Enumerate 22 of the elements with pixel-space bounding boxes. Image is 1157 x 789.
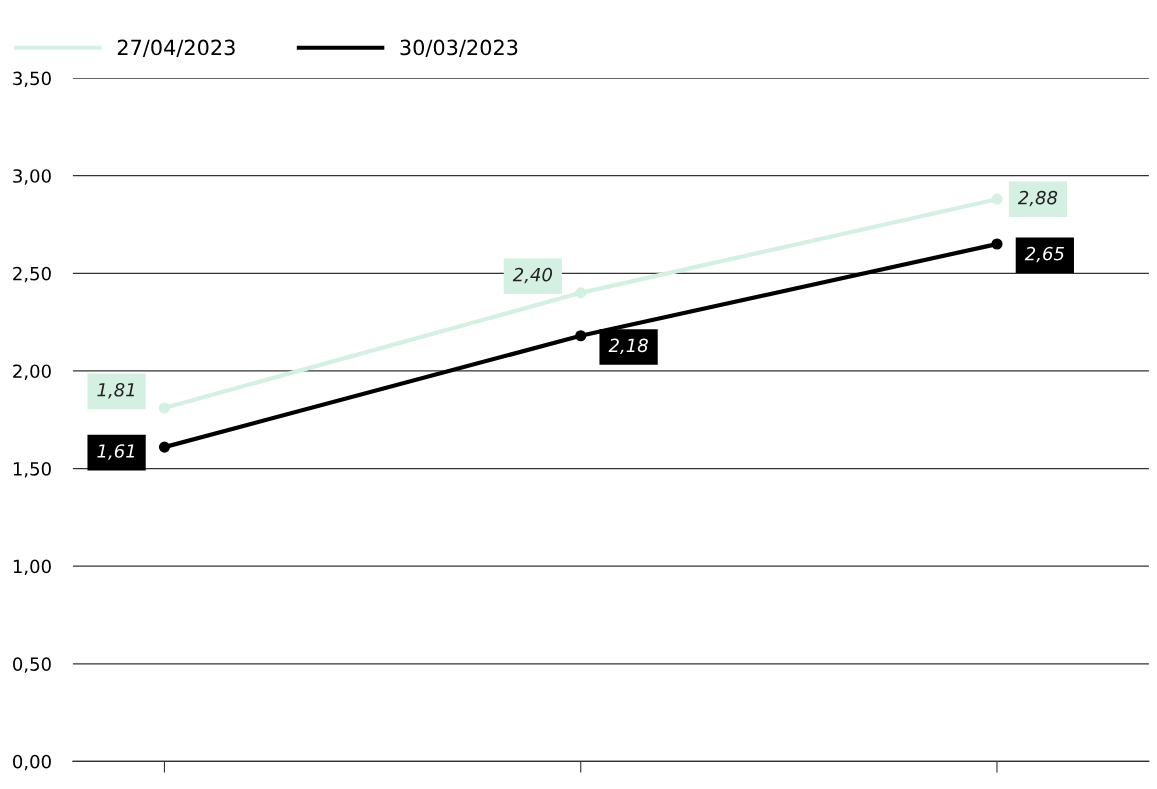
point bbox=[991, 238, 1003, 250]
y-tick-label: 1,50 bbox=[13, 462, 51, 478]
y-tick-label: 0,00 bbox=[13, 754, 51, 771]
point bbox=[158, 402, 171, 414]
y-tick-label: 3,50 bbox=[13, 71, 51, 88]
point bbox=[158, 441, 171, 453]
point bbox=[575, 330, 587, 342]
data-label: 1,61 bbox=[97, 444, 134, 460]
y-tick-label: 3,00 bbox=[13, 169, 51, 185]
y-tick-label: 2,50 bbox=[13, 266, 51, 283]
data-label: 1,81 bbox=[97, 382, 134, 399]
point bbox=[991, 193, 1003, 205]
legend-label: 30/03/2023 bbox=[400, 39, 518, 57]
legend-label: 27/04/2023 bbox=[117, 39, 235, 57]
data-label: 2,88 bbox=[1017, 190, 1058, 207]
data-label: 2,40 bbox=[512, 267, 553, 284]
data-label: 2,65 bbox=[1024, 246, 1064, 263]
y-tick-label: 0,50 bbox=[13, 657, 51, 673]
y-tick-label: 1,00 bbox=[13, 559, 51, 576]
y-tick-label: 2,00 bbox=[13, 364, 51, 380]
point bbox=[575, 287, 587, 299]
data-label: 2,18 bbox=[608, 338, 648, 354]
